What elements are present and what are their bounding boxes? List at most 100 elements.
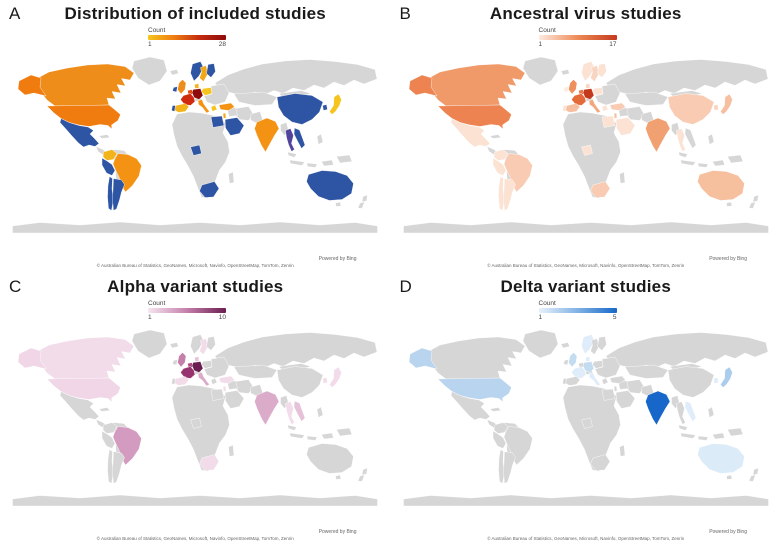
legend: Count 1 17 (538, 27, 619, 48)
country-chile (498, 449, 505, 484)
world-map-svg (403, 56, 769, 234)
country-south-africa (199, 181, 220, 198)
landmass-iceland (169, 342, 180, 349)
country-portugal (562, 378, 567, 385)
country-india (645, 117, 670, 153)
country-canada (36, 63, 135, 107)
country-argentina (112, 178, 125, 211)
legend-ticks: 1 17 (539, 41, 617, 48)
country-spain (173, 103, 190, 113)
country-south-korea (713, 377, 719, 384)
landmass-antarctica (12, 221, 378, 234)
country-canada (426, 336, 526, 380)
map-attribution: Powered by Bing © Australian Bureau of S… (391, 256, 781, 268)
landmass-new-zealand (357, 467, 369, 482)
legend-min: 1 (148, 41, 152, 48)
country-chile (498, 176, 505, 211)
country-germany (192, 361, 204, 373)
country-norway (190, 334, 204, 355)
country-brazil (113, 426, 142, 466)
country-peru (492, 430, 506, 449)
country-vietnam (294, 127, 306, 149)
country-japan (720, 93, 733, 115)
country-israel (613, 385, 617, 392)
country-japan (720, 366, 733, 388)
country-poland (592, 87, 603, 96)
country-greece (601, 377, 609, 385)
legend-max: 28 (218, 41, 226, 48)
country-spain (563, 376, 581, 386)
panel-title: Delta variant studies (500, 277, 671, 296)
country-australia (697, 170, 745, 201)
country-finland (597, 63, 607, 78)
landmass-tasmania (335, 474, 342, 480)
country-south-korea (322, 377, 328, 384)
country-egypt (211, 115, 225, 128)
country-denmark (585, 83, 590, 89)
world-map (396, 50, 776, 240)
panel-b: B Ancestral virus studies Count 1 17 (391, 0, 781, 273)
panel-d: D Delta variant studies Count 1 5 (391, 273, 781, 546)
legend-ticks: 1 28 (148, 41, 226, 48)
country-egypt (211, 388, 225, 401)
landmass-cuba (489, 134, 502, 139)
legend-ticks: 1 5 (539, 314, 617, 321)
landmass-tasmania (335, 201, 342, 207)
country-denmark (194, 356, 200, 362)
country-china (277, 93, 324, 125)
country-greenland (132, 56, 168, 86)
landmass-philippines (317, 406, 324, 418)
country-israel (613, 112, 617, 119)
country-greece (211, 104, 218, 112)
country-china (277, 366, 324, 398)
country-nigeria (580, 417, 593, 429)
legend-label: Count (538, 27, 556, 34)
world-map (396, 323, 776, 513)
country-sweden (590, 338, 599, 355)
country-greenland (522, 329, 558, 359)
country-norway (581, 334, 595, 355)
legend-min: 1 (538, 314, 543, 321)
landmass-tasmania (726, 474, 733, 480)
country-canada (426, 63, 526, 107)
country-ireland (563, 359, 569, 366)
landmass-philippines (707, 133, 714, 145)
country-germany (582, 361, 594, 373)
panel-letter: A (9, 4, 21, 23)
country-usa (46, 104, 121, 130)
landmass-new-zealand (748, 467, 759, 482)
country-vietnam (294, 400, 306, 422)
landmass-iceland (560, 342, 570, 349)
country-norway (581, 61, 595, 82)
landmass-kazakhstan (233, 91, 278, 106)
country-thailand (285, 128, 296, 152)
powered-by-bing: Powered by Bing (318, 256, 357, 262)
country-poland (201, 360, 213, 369)
country-colombia (493, 422, 509, 434)
country-uk (177, 79, 187, 95)
landmass-antarctica (403, 494, 769, 507)
legend-ticks: 1 10 (148, 314, 226, 321)
country-ireland (563, 86, 569, 93)
country-turkey (609, 375, 626, 384)
country-portugal (171, 105, 176, 112)
panel-letter: C (9, 277, 22, 296)
landmass-indonesia (289, 159, 335, 168)
landmass-new-guinea (336, 154, 353, 164)
landmass-tasmania (726, 201, 733, 207)
powered-by-bing: Powered by Bing (709, 529, 747, 535)
country-argentina (503, 451, 516, 484)
country-canada (36, 336, 135, 380)
country-germany (582, 88, 594, 100)
legend-max: 10 (218, 314, 226, 321)
landmass-new-guinea (336, 427, 353, 437)
legend-min: 1 (538, 41, 543, 48)
country-mexico (450, 391, 491, 421)
landmass-indonesia (679, 159, 725, 168)
panel-title: Distribution of included studies (64, 4, 326, 23)
landmass-kazakhstan (624, 364, 669, 379)
country-finland (206, 336, 216, 351)
country-usa-alaska (18, 347, 47, 370)
country-nigeria (190, 144, 202, 156)
country-norway (190, 61, 204, 82)
